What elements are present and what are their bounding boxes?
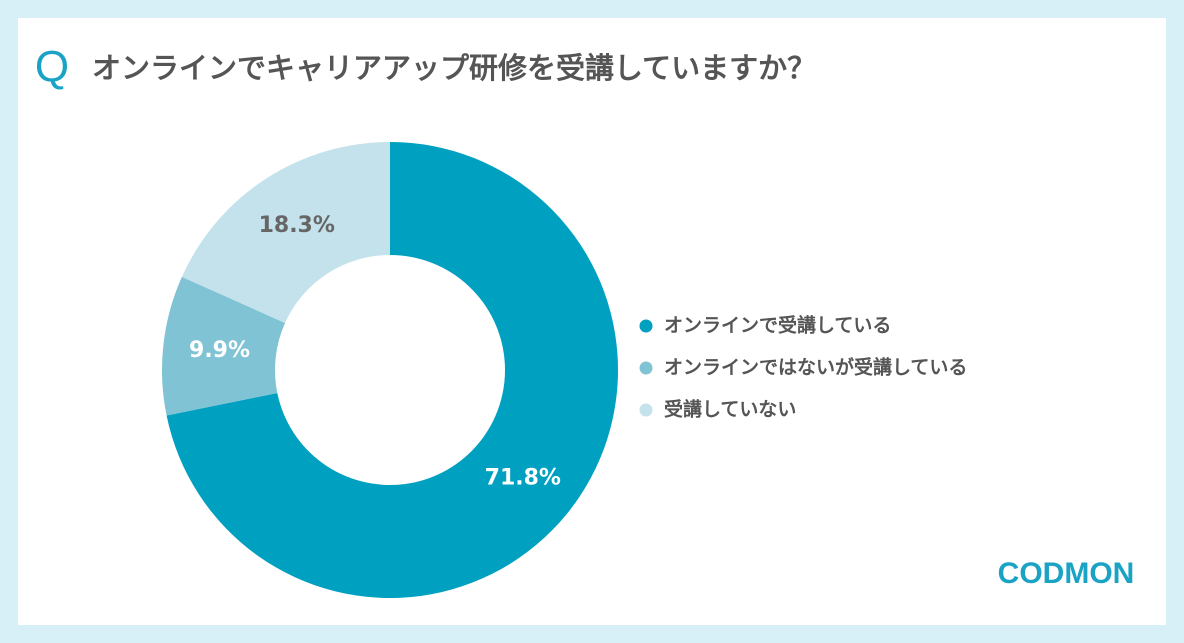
legend-label: オンラインではないが受講している xyxy=(664,356,967,379)
slice xyxy=(162,276,286,416)
legend-marker xyxy=(639,319,653,333)
slice xyxy=(166,142,619,598)
legend-marker xyxy=(639,361,653,375)
legend-label: 受講していない xyxy=(664,398,796,421)
value-label: 9.9% xyxy=(189,338,250,363)
legend-marker xyxy=(639,403,653,417)
logo: CODMON xyxy=(998,557,1135,590)
legend-label: オンラインで受講している xyxy=(664,314,891,337)
slice xyxy=(181,142,390,324)
title-prefix: Q xyxy=(35,43,69,92)
value-label: 18.3% xyxy=(259,213,335,238)
chart-title: オンラインでキャリアアップ研修を受講していますか？ xyxy=(92,51,816,85)
value-label: 71.8% xyxy=(485,465,561,490)
